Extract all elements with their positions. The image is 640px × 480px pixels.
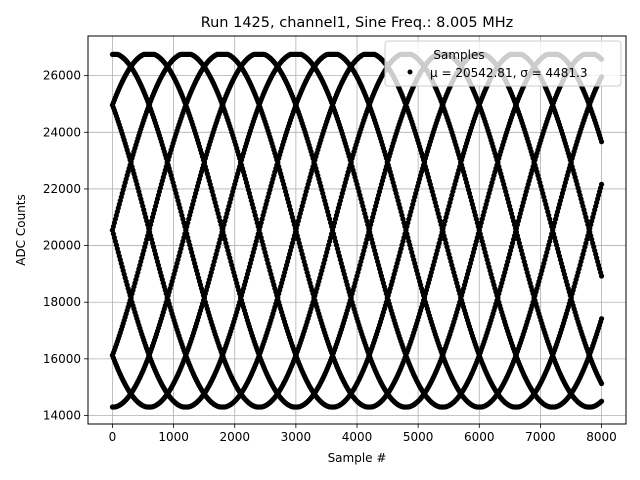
y-tick-label: 18000 (43, 295, 81, 309)
data-point (598, 316, 605, 322)
data-point (598, 380, 605, 387)
x-tick-label: 3000 (281, 430, 312, 444)
y-tick-label: 24000 (43, 125, 81, 139)
x-tick-label: 5000 (403, 430, 434, 444)
x-axis: 0 1000 2000 3000 4000 5000 6000 7000 8000 (109, 424, 617, 444)
x-tick-label: 4000 (342, 430, 373, 444)
chart-title: Run 1425, channel1, Sine Freq.: 8.005 MH… (201, 15, 514, 31)
x-axis-label: Sample # (328, 451, 387, 465)
x-tick-label: 0 (109, 430, 117, 444)
y-axis: 14000 16000 18000 20000 22000 24000 26000 (43, 69, 88, 423)
x-tick-label: 7000 (525, 430, 556, 444)
legend: Samples μ = 20542.81, σ = 4481.3 (384, 40, 622, 87)
data-point (598, 273, 605, 279)
y-tick-label: 14000 (43, 409, 81, 423)
y-tick-label: 22000 (43, 182, 81, 196)
x-tick-label: 6000 (464, 430, 495, 444)
data-point (598, 181, 605, 187)
data-point (598, 139, 605, 145)
y-tick-label: 26000 (43, 69, 81, 83)
y-axis-label: ADC Counts (14, 194, 28, 266)
y-tick-label: 16000 (43, 352, 81, 366)
y-tick-label: 20000 (43, 239, 81, 253)
grid (88, 36, 626, 424)
legend-marker (407, 69, 413, 75)
legend-title: Samples (433, 48, 484, 62)
x-tick-label: 2000 (219, 430, 250, 444)
x-tick-label: 8000 (586, 430, 617, 444)
data-point (598, 398, 605, 404)
x-tick-label: 1000 (158, 430, 189, 444)
legend-box (384, 40, 622, 87)
legend-label: μ = 20542.81, σ = 4481.3 (430, 66, 587, 80)
